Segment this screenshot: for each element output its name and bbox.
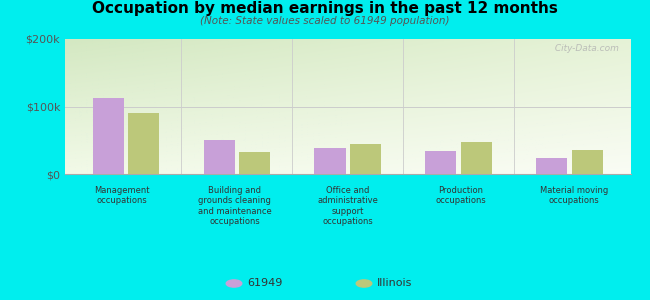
Bar [315,148,346,174]
Text: (Note: State values scaled to 61949 population): (Note: State values scaled to 61949 popu… [200,16,450,26]
Text: Building and
grounds cleaning
and maintenance
occupations: Building and grounds cleaning and mainte… [198,186,272,226]
Bar [425,151,456,174]
Bar [203,140,235,174]
Bar [536,158,567,174]
Text: Material moving
occupations: Material moving occupations [540,186,608,206]
Text: Management
occupations: Management occupations [94,186,150,206]
Text: Office and
administrative
support
occupations: Office and administrative support occupa… [317,186,378,226]
Text: Illinois: Illinois [377,278,412,289]
Text: City-Data.com: City-Data.com [552,44,619,53]
Bar [572,150,603,174]
Bar [93,98,124,174]
Text: 61949: 61949 [247,278,282,289]
Bar [128,113,159,174]
Bar [461,142,492,174]
Text: Production
occupations: Production occupations [436,186,486,206]
Text: Occupation by median earnings in the past 12 months: Occupation by median earnings in the pas… [92,2,558,16]
Bar [350,144,381,174]
Bar [239,152,270,174]
